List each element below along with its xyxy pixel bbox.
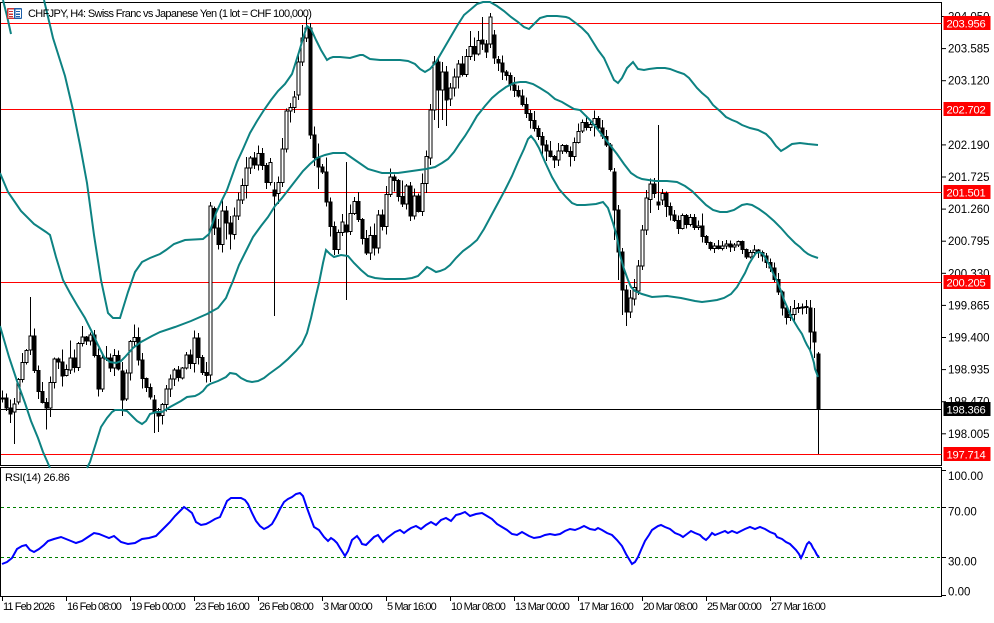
svg-text:26 Feb 08:00: 26 Feb 08:00 [259, 601, 314, 613]
svg-text:198.935: 198.935 [948, 365, 990, 377]
svg-text:17 Mar 16:00: 17 Mar 16:00 [579, 601, 634, 613]
svg-text:198.005: 198.005 [948, 429, 990, 441]
svg-text:70.00: 70.00 [948, 507, 977, 519]
svg-text:100.00: 100.00 [948, 471, 983, 483]
svg-text:5 Mar 16:00: 5 Mar 16:00 [387, 601, 437, 613]
svg-text:27 Mar 16:00: 27 Mar 16:00 [771, 601, 826, 613]
svg-text:3 Mar 00:00: 3 Mar 00:00 [323, 601, 373, 613]
svg-text:202.190: 202.190 [948, 140, 990, 152]
svg-text:0.00: 0.00 [948, 587, 970, 599]
svg-text:203.956: 203.956 [947, 19, 986, 31]
svg-text:25 Mar 00:00: 25 Mar 00:00 [707, 601, 762, 613]
svg-text:201.260: 201.260 [948, 204, 990, 216]
svg-text:11 Feb 2026: 11 Feb 2026 [3, 601, 55, 613]
svg-text:200.205: 200.205 [947, 278, 986, 290]
svg-text:198.366: 198.366 [947, 405, 986, 417]
svg-text:201.501: 201.501 [947, 188, 986, 200]
svg-text:10 Mar 08:00: 10 Mar 08:00 [451, 601, 506, 613]
svg-text:199.865: 199.865 [948, 300, 990, 312]
svg-text:201.725: 201.725 [948, 172, 990, 184]
svg-text:23 Feb 16:00: 23 Feb 16:00 [195, 601, 250, 613]
svg-text:202.702: 202.702 [947, 105, 986, 117]
svg-text:13 Mar 00:00: 13 Mar 00:00 [515, 601, 570, 613]
svg-text:203.585: 203.585 [948, 44, 990, 56]
svg-text:RSI(14) 26.86: RSI(14) 26.86 [5, 472, 70, 484]
svg-text:200.795: 200.795 [948, 236, 990, 248]
svg-text:197.714: 197.714 [947, 450, 986, 462]
svg-text:203.120: 203.120 [948, 76, 990, 88]
svg-text:30.00: 30.00 [948, 557, 977, 569]
svg-text:16 Feb 08:00: 16 Feb 08:00 [67, 601, 122, 613]
svg-text:20 Mar 08:00: 20 Mar 08:00 [643, 601, 698, 613]
svg-text:199.400: 199.400 [948, 333, 990, 345]
svg-text:19 Feb 00:00: 19 Feb 00:00 [131, 601, 186, 613]
svg-text:CHFJPY, H4: Swiss Franc vs Ja: CHFJPY, H4: Swiss Franc vs Japanese Yen … [28, 8, 311, 20]
